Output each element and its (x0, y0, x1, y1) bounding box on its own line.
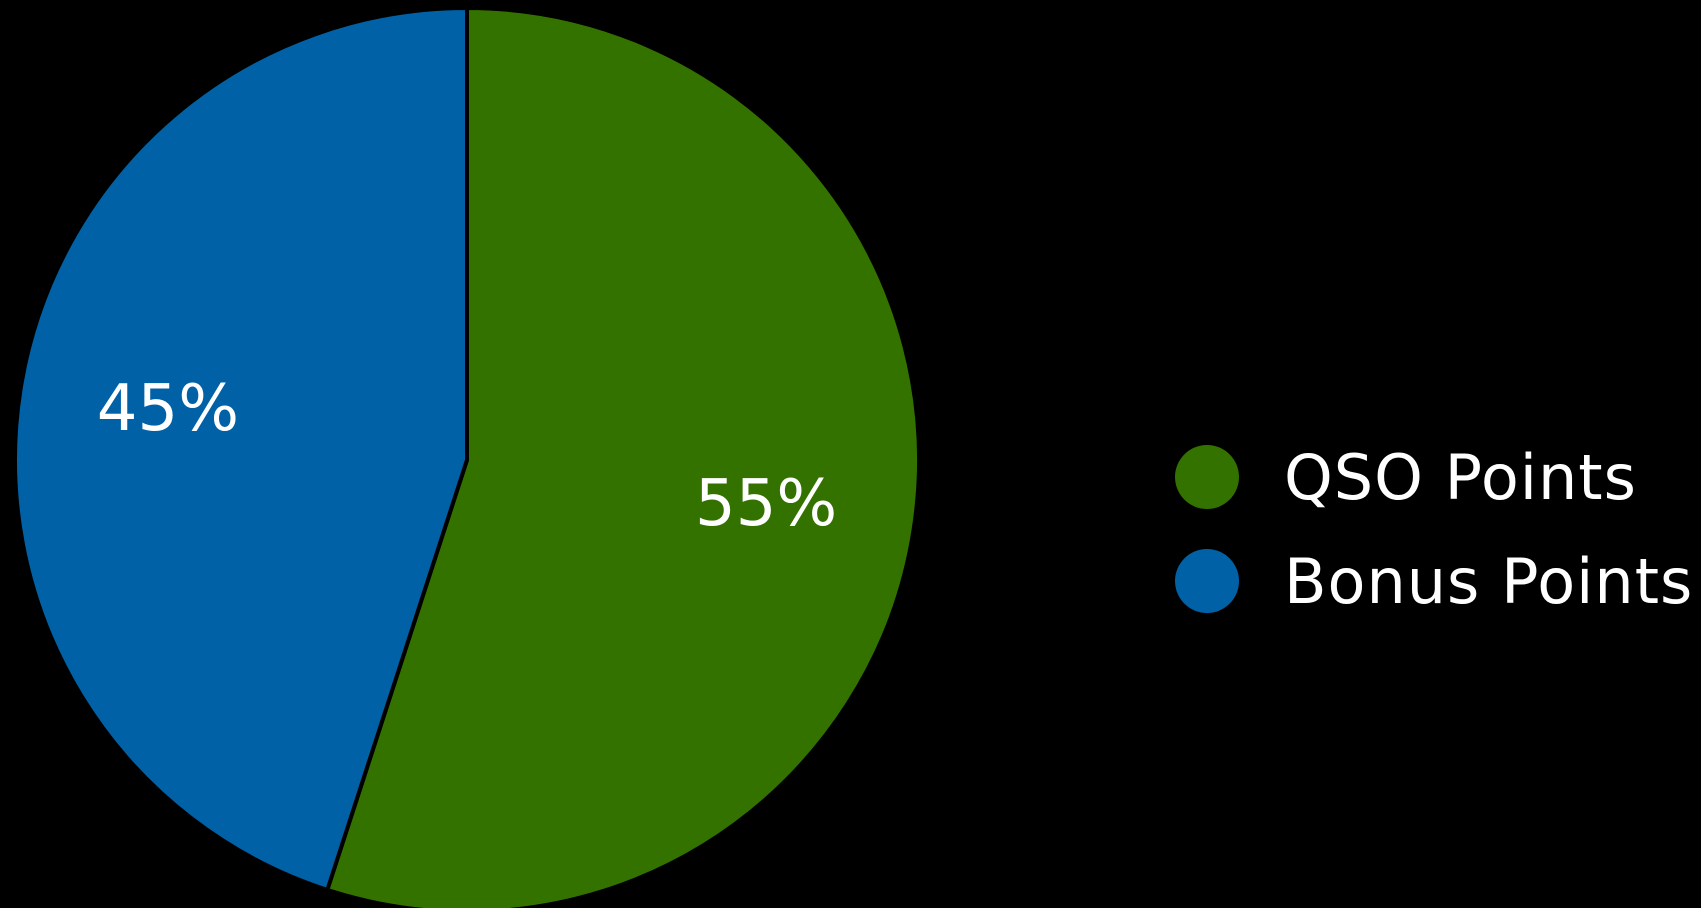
legend-swatch-bonus-points (1175, 549, 1239, 613)
legend-item-qso-points: QSO Points (1175, 425, 1693, 529)
pie-label-qso-points: 55% (695, 467, 837, 541)
pie-slice-bonus-points (13, 6, 469, 892)
chart-legend: QSO Points Bonus Points (1175, 425, 1693, 633)
pie-slices (13, 6, 921, 908)
legend-label-bonus-points: Bonus Points (1284, 544, 1694, 618)
pie-label-bonus-points: 45% (97, 372, 239, 446)
pie-slice-labels: 55% 45% (97, 372, 837, 541)
legend-swatch-qso-points (1175, 445, 1239, 509)
pie-slice-qso-points (325, 6, 921, 908)
legend-item-bonus-points: Bonus Points (1175, 529, 1693, 633)
legend-label-qso-points: QSO Points (1284, 440, 1637, 514)
